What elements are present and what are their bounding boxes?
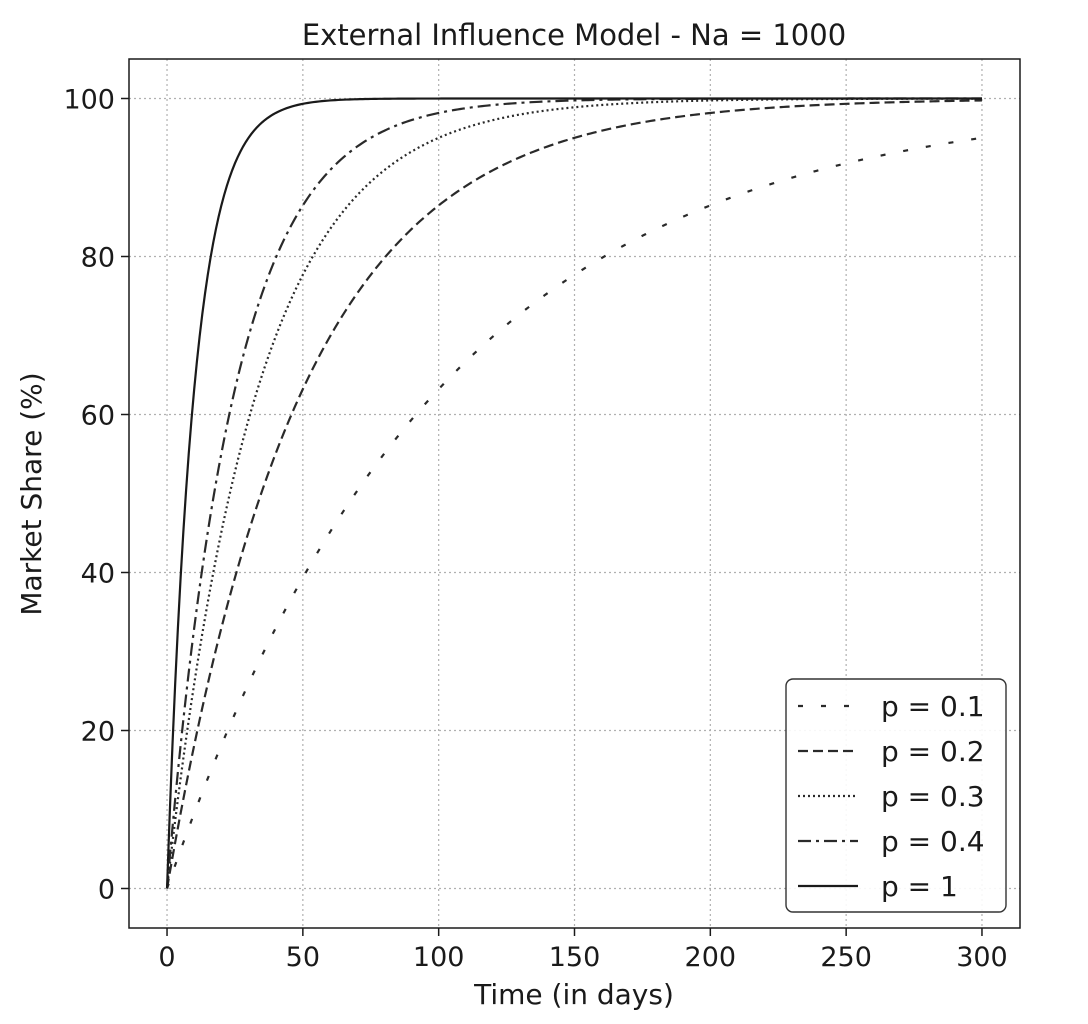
series-line-5 (165, 97, 982, 889)
y-tick-label: 0 (98, 875, 115, 906)
x-tick-label: 250 (820, 942, 872, 973)
legend-label: p = 0.4 (881, 825, 985, 858)
y-tick-label: 60 (81, 401, 115, 432)
legend-label: p = 0.1 (881, 690, 985, 723)
series-line-2 (165, 99, 982, 889)
x-tick-label: 200 (685, 942, 737, 973)
x-axis-label: Time (in days) (473, 978, 674, 1011)
chart-title: External Influence Model - Na = 1000 (302, 18, 846, 52)
legend-label: p = 0.3 (881, 780, 985, 813)
axis-ticks: 0 50 100 150 200 250 300 0 20 40 60 80 100 (63, 85, 1007, 974)
x-tick-label: 300 (956, 942, 1008, 973)
y-tick-label: 20 (81, 717, 115, 748)
legend: p = 0.1 p = 0.2 p = 0.3 p = 0.4 p = 1 (785, 678, 1007, 913)
x-tick-label: 0 (158, 942, 175, 973)
y-tick-label: 40 (81, 559, 115, 590)
y-axis-label: Market Share (%) (15, 372, 48, 615)
series-lines (165, 97, 983, 889)
x-tick-label: 50 (286, 942, 320, 973)
legend-label: p = 1 (881, 870, 958, 903)
y-tick-label: 100 (63, 85, 115, 116)
x-tick-label: 150 (549, 942, 601, 973)
legend-label: p = 0.2 (881, 735, 985, 768)
y-tick-label: 80 (81, 243, 115, 274)
legend-box (785, 678, 1007, 913)
x-tick-label: 100 (413, 942, 465, 973)
